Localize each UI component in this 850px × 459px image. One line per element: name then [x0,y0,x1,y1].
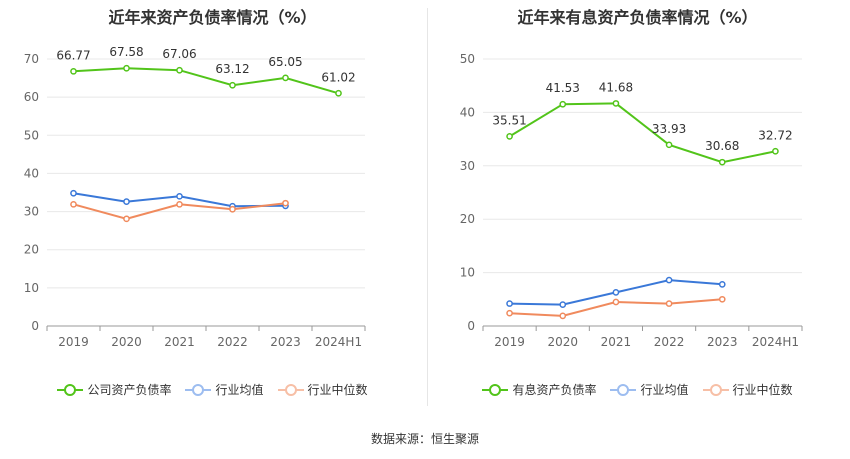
data-point [772,147,779,155]
data-point [229,205,236,213]
data-point [718,295,726,303]
data-point [176,192,183,200]
legend-marker-icon [57,383,84,397]
data-label: 61.02 [321,70,355,84]
x-tick-label: 2024H1 [752,335,799,349]
right-chart-panel: 近年来有息资产负债率情况（%） 0 10 20 30 40 50 2019 2020 2021 2… [425,0,850,410]
data-point [612,298,620,306]
y-tick-label: 40 [460,105,475,119]
legend-marker-icon [610,383,637,397]
data-point [559,312,567,320]
data-point [123,64,130,72]
legend-item[interactable]: 行业均值 [610,381,689,398]
data-point [612,289,620,296]
y-tick-label: 10 [24,281,39,295]
series-line-0 [73,67,339,95]
y-tick-label: 10 [460,266,475,280]
data-point [665,300,673,307]
data-label: 67.58 [109,45,143,59]
data-point [506,300,513,307]
x-tick-label: 2023 [707,335,738,349]
data-point [282,199,289,207]
legend-item[interactable]: 有息资产负债率 [482,381,596,398]
data-label: 41.68 [599,80,633,94]
y-tick-label: 0 [467,319,475,333]
data-point [70,189,77,197]
legend-label: 行业均值 [640,383,689,397]
data-point [665,276,673,284]
data-point [559,100,567,108]
y-tick-label: 20 [460,212,475,226]
data-point [176,66,183,74]
legend-label: 行业均值 [215,383,264,397]
y-tick-label: 70 [24,52,39,66]
legend-item[interactable]: 行业均值 [185,381,264,398]
y-tick-label: 0 [31,319,39,333]
x-tick-label: 2021 [601,335,632,349]
series-line-0 [509,102,776,164]
legend-marker-icon [482,383,509,397]
data-point [123,198,130,206]
data-label: 66.77 [56,48,90,62]
x-tick-label: 2020 [111,335,142,349]
y-tick-label: 30 [24,205,39,219]
y-tick-label: 20 [24,243,39,257]
data-label: 41.53 [546,81,580,95]
data-point [612,100,620,107]
data-label: 35.51 [492,113,526,127]
legend-label: 有息资产负债率 [512,383,597,397]
chart-title: 近年来有息资产负债率情况（%） [517,8,758,27]
data-point [665,141,673,149]
x-tick-label: 2020 [547,335,578,349]
data-label: 65.05 [268,55,302,69]
legend-marker-icon [277,383,304,397]
data-point [559,301,567,308]
data-source-note: 数据来源：恒生聚源 [370,432,479,446]
legend-item[interactable]: 行业中位数 [277,381,368,398]
data-label: 30.68 [705,139,739,153]
x-tick-label: 2024H1 [315,335,362,349]
legend-label: 公司资产负债率 [87,383,172,397]
x-tick-label: 2019 [494,335,525,349]
x-tick-label: 2022 [217,335,248,349]
legend-label: 行业中位数 [307,383,368,397]
data-point [718,280,726,288]
chart-title: 近年来资产负债率情况（%） [108,8,317,27]
y-tick-label: 40 [24,166,39,180]
x-tick-label: 2023 [270,335,301,349]
left-chart-panel: 近年来资产负债率情况（%） 0 10 20 30 40 50 60 70 2019 2020 202… [0,0,425,410]
data-point [70,67,77,75]
data-point [176,200,183,208]
legend-marker-icon [702,383,729,397]
debt-ratio-chart: 0 10 20 30 40 50 60 70 2019 2020 2021 2022 2023 2024H… [24,45,366,349]
data-point [282,74,289,82]
y-tick-label: 30 [460,159,475,173]
legend-item[interactable]: 公司资产负债率 [57,381,171,398]
x-tick-label: 2021 [164,335,195,349]
interest-bearing-debt-ratio-chart: 0 10 20 30 40 50 2019 2020 2021 2022 2023 2024H1 35.… [460,52,803,349]
data-point [70,200,77,208]
data-label: 32.72 [758,128,792,142]
data-point [506,133,513,140]
y-tick-label: 60 [24,90,39,104]
data-point [335,89,342,97]
legend-item[interactable]: 行业中位数 [702,381,793,398]
x-tick-label: 2019 [58,335,89,349]
legend-marker-icon [185,383,212,397]
data-point [229,81,236,89]
data-point [506,309,513,317]
x-tick-label: 2022 [654,335,685,349]
y-tick-label: 50 [460,52,475,66]
data-label: 67.06 [162,47,196,61]
chart-legend: 有息资产负债率 行业均值 行业中位数 [425,381,850,398]
data-label: 33.93 [652,122,686,136]
data-point [123,215,130,223]
data-label: 63.12 [215,62,249,76]
panel-divider [427,8,428,406]
chart-legend: 公司资产负债率 行业均值 行业中位数 [0,381,425,398]
legend-label: 行业中位数 [732,383,793,397]
data-point [718,158,726,166]
y-tick-label: 50 [24,128,39,142]
